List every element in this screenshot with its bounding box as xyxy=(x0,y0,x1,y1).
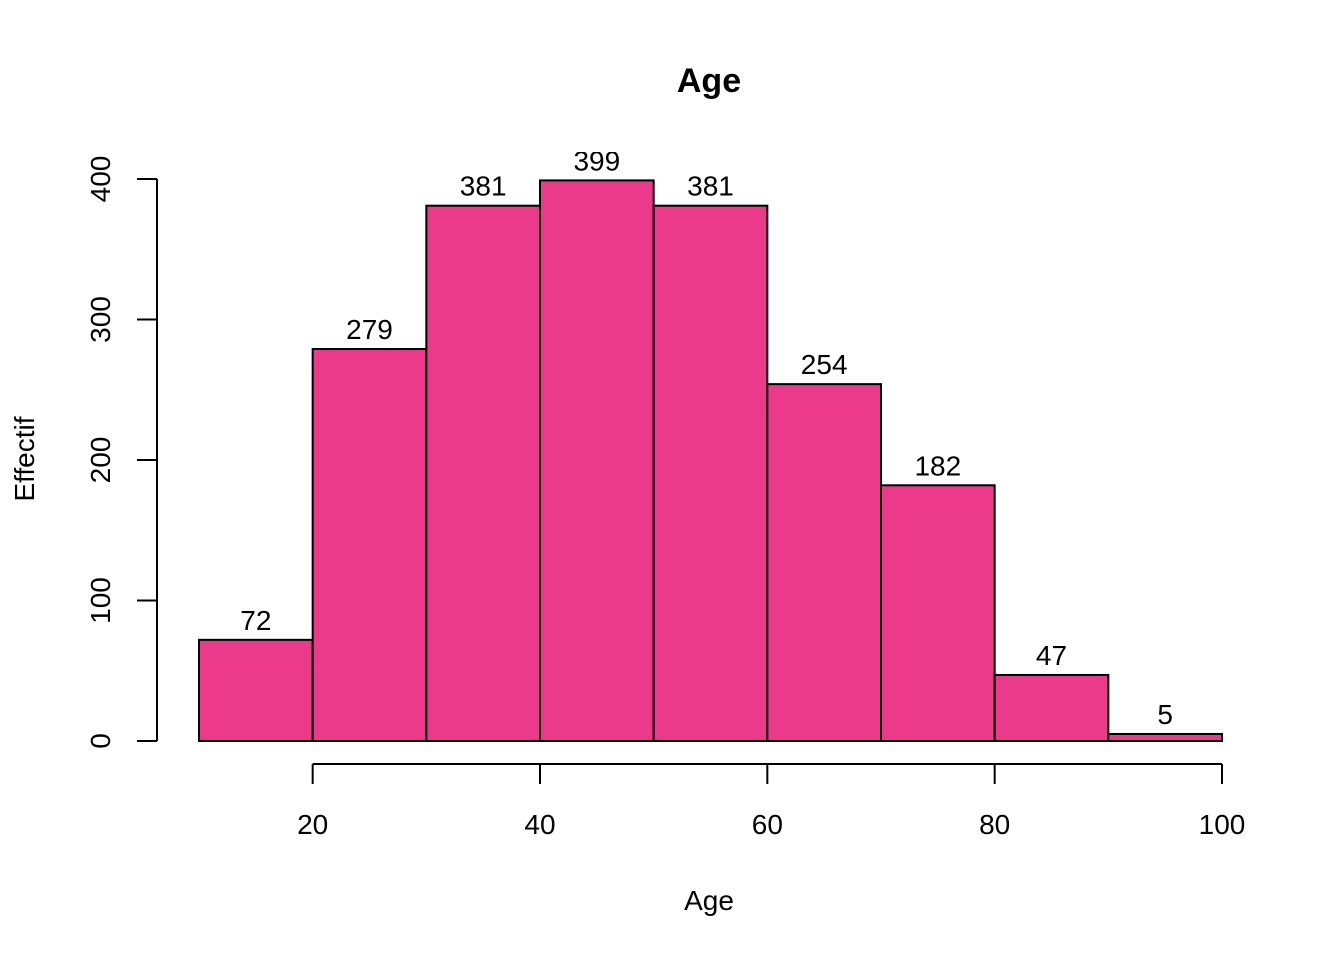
x-tick-label: 60 xyxy=(752,809,783,840)
y-tick-label: 0 xyxy=(85,733,116,749)
x-tick-label: 80 xyxy=(979,809,1010,840)
x-tick-label: 100 xyxy=(1199,809,1246,840)
x-axis-title: Age xyxy=(684,885,734,916)
x-tick-label: 40 xyxy=(524,809,555,840)
histogram-bar xyxy=(880,484,996,743)
bar-value-label: 47 xyxy=(1036,640,1067,671)
bar-value-label: 72 xyxy=(240,605,271,636)
histogram-bar xyxy=(766,383,882,742)
histogram-bar xyxy=(1107,732,1224,742)
y-axis: 0 100 200 300 400 xyxy=(85,156,158,749)
bar-value-label: 182 xyxy=(914,450,961,481)
y-tick-label: 100 xyxy=(85,577,116,624)
x-tick-label: 20 xyxy=(297,809,328,840)
histogram-bar xyxy=(993,673,1110,743)
bar-value-label: 254 xyxy=(801,349,848,380)
x-axis: 20 40 60 80 100 xyxy=(297,763,1246,840)
y-tick-label: 300 xyxy=(85,296,116,343)
histogram-bar xyxy=(652,204,769,742)
bar-value-label: 5 xyxy=(1157,699,1173,730)
histogram-bar xyxy=(539,179,655,742)
y-axis-title: Effectif xyxy=(9,416,40,501)
bar-value-label: 279 xyxy=(346,314,393,345)
histogram-bar xyxy=(198,638,314,743)
bar-value-label: 381 xyxy=(460,171,507,202)
bar-value-label: 381 xyxy=(687,171,734,202)
y-tick-label: 400 xyxy=(85,156,116,203)
bar-value-label: 399 xyxy=(573,145,620,176)
data-labels-layer: 72 279 381 399 381 254 182 47 5 xyxy=(240,145,1173,730)
histogram-bar xyxy=(311,348,428,742)
chart-title: Age xyxy=(677,62,741,100)
bars-layer xyxy=(198,179,1224,743)
histogram-bar xyxy=(425,204,542,742)
y-tick-label: 200 xyxy=(85,437,116,484)
